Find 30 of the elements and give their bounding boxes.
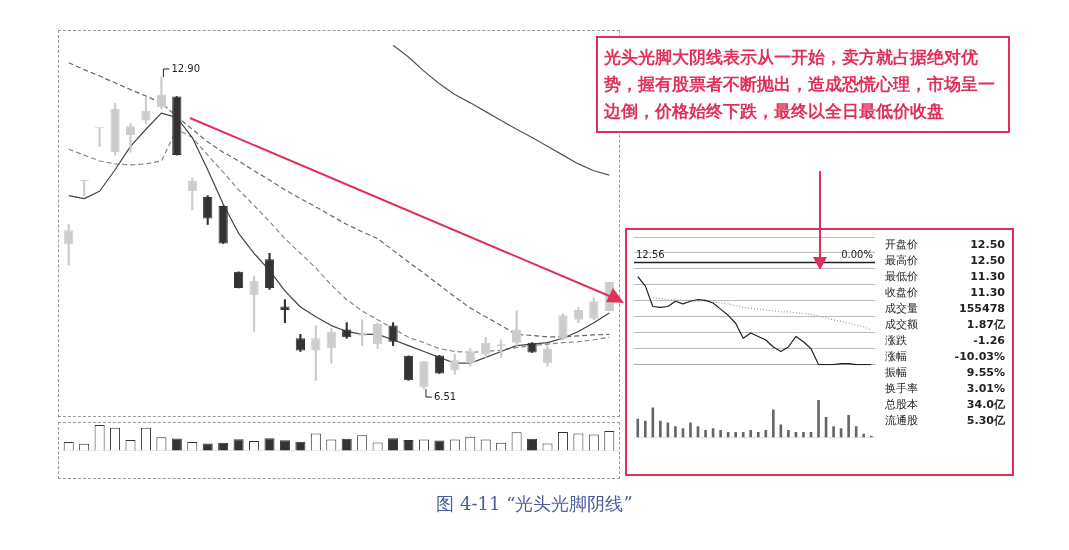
- text: 11.30: [970, 285, 1005, 299]
- category-label: 最高价: [885, 252, 918, 268]
- category-label: 收盘价: [885, 284, 918, 300]
- annotation: 12.90: [171, 62, 201, 74]
- category-label: 换手率: [885, 380, 918, 396]
- category-label: 成交额: [885, 316, 918, 332]
- category-label: 开盘价: [885, 236, 918, 252]
- text: 0.00%: [841, 249, 873, 261]
- category-label: 涨跌: [885, 332, 907, 348]
- category-label: 总股本: [885, 396, 918, 412]
- text: 1.87亿: [966, 317, 1005, 331]
- category-label: 振幅: [885, 364, 907, 380]
- category-label: 流通股: [885, 412, 918, 428]
- category-label: 涨幅: [885, 348, 907, 364]
- text: 3.01%: [966, 381, 1005, 395]
- text: 11.30: [970, 269, 1005, 283]
- text: 5.30亿: [966, 413, 1005, 427]
- annotation: 6.51: [433, 390, 457, 402]
- text: -1.26: [973, 333, 1005, 347]
- text: 图 4-11 “光头光脚阴线”: [435, 492, 634, 516]
- text: 12.50: [970, 237, 1005, 251]
- text: 155478: [959, 301, 1005, 315]
- text: -10.03%: [954, 349, 1005, 363]
- annotation: 光头光脚大阴线表示从一开始，卖方就占据绝对优势，握有股票者不断抛出，造成恐慌心理，市场呈一边倒，价格始终下跌，最终以全日最低价收盘: [596, 36, 1010, 133]
- text: 34.0亿: [966, 397, 1005, 411]
- text: 12.56: [636, 249, 665, 261]
- category-label: 成交量: [885, 300, 918, 316]
- text: 12.50: [970, 253, 1005, 267]
- category-label: 最低价: [885, 268, 918, 284]
- text: 9.55%: [966, 365, 1005, 379]
